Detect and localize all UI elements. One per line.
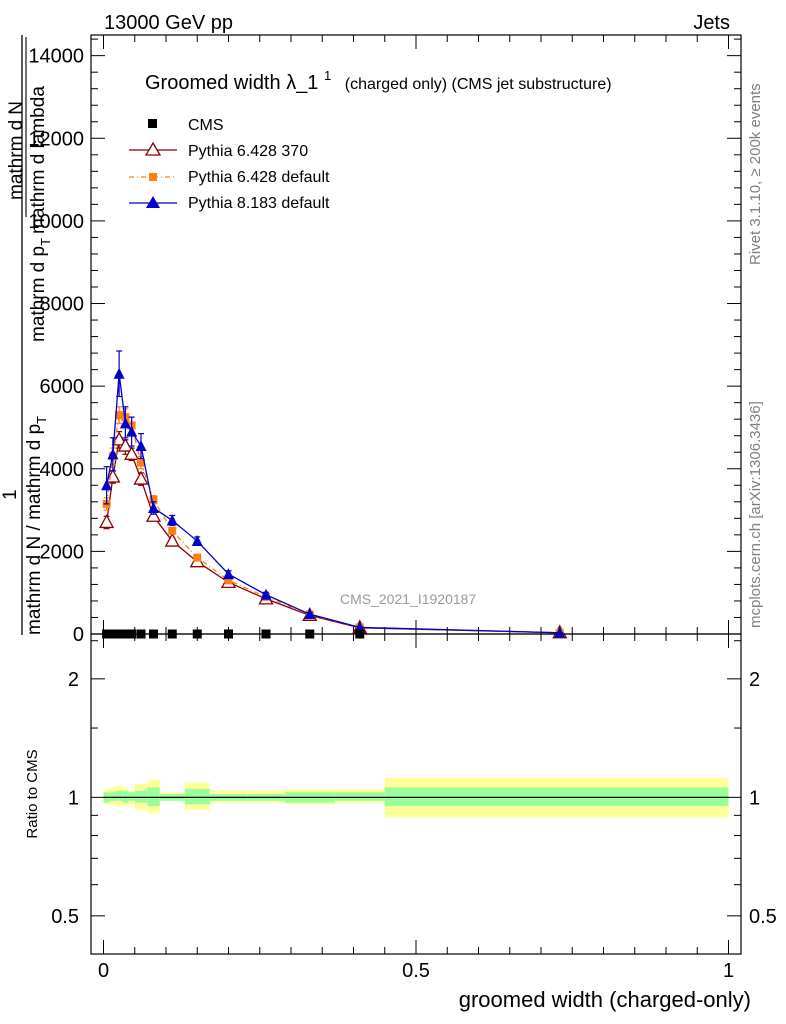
y-tick-label: 6000 xyxy=(40,376,85,398)
y-tick-label: 10000 xyxy=(28,211,84,233)
data-point xyxy=(111,431,127,446)
data-point xyxy=(117,437,133,452)
data-point xyxy=(164,532,180,547)
process-label: Jets xyxy=(693,12,730,34)
ratio-y-tick-label-right: 0.5 xyxy=(749,906,777,928)
y-label-inner-denominator: mathrm d pTmathrm d lambda xyxy=(28,86,53,342)
ratio-y-axis: 0.5 0.5 1 1 2 2 xyxy=(51,640,777,928)
data-point xyxy=(149,495,158,504)
data-point xyxy=(145,507,162,522)
ratio-y-label: Ratio to CMS xyxy=(24,749,41,838)
data-point xyxy=(193,553,202,562)
series-pythia8 xyxy=(101,350,566,638)
main-panel: 0 2000 4000 6000 8000 10000 12000 14000 Groomed… xyxy=(0,34,742,646)
data-point xyxy=(223,568,234,580)
data-point xyxy=(260,588,272,600)
legend-entry-pythia8: Pythia 8.183 default xyxy=(129,195,330,212)
ratio-band-inner xyxy=(122,790,129,803)
data-point xyxy=(191,535,203,547)
y-tick-label: 2000 xyxy=(40,541,85,563)
ratio-band-inner xyxy=(134,790,148,803)
y-tick-label: 14000 xyxy=(28,46,84,68)
analysis-watermark: CMS_2021_I1920187 xyxy=(340,591,476,607)
title-symbol: λ_1 xyxy=(286,72,318,94)
plot-title: Groomed width λ_1 1 (charged only) (CMS … xyxy=(145,63,612,94)
data-point xyxy=(124,445,140,460)
data-point xyxy=(148,502,159,514)
legend-marker-pythia8 xyxy=(146,196,160,208)
legend-label-pythia6-default: Pythia 6.428 default xyxy=(188,169,330,186)
data-point xyxy=(107,448,119,460)
x-tick-label: 0 xyxy=(98,960,109,982)
y-tick-label: 0 xyxy=(73,624,84,646)
mcplots-label: mcplots.cern.ch [arXiv:1306.3436] xyxy=(747,401,764,628)
data-point xyxy=(137,458,145,467)
data-point xyxy=(115,411,124,420)
data-point xyxy=(113,367,125,379)
ratio-y-tick-label: 0.5 xyxy=(51,906,79,928)
ratio-band-inner xyxy=(116,790,123,801)
legend-label-pythia8: Pythia 8.183 default xyxy=(188,195,330,212)
data-point xyxy=(304,608,316,620)
x-tick-label: 1 xyxy=(723,960,734,982)
rivet-label: Rivet 3.1.10, ≥ 200k events xyxy=(747,83,764,265)
legend-entry-pythia6-default: Pythia 6.428 default xyxy=(129,169,330,186)
legend-entry-cms: CMS xyxy=(148,117,224,134)
legend-marker-pythia6-370 xyxy=(144,141,162,156)
ratio-y-tick-label: 2 xyxy=(68,669,79,691)
series-layer xyxy=(99,350,568,639)
ratio-band-inner xyxy=(184,789,210,805)
ratio-y-tick-label-right: 2 xyxy=(749,669,760,691)
data-point xyxy=(224,576,233,585)
ratio-x-axis: 0 0.5 1 xyxy=(98,634,734,982)
y-label-denominator: mathrm d N / mathrm d pT xyxy=(24,416,49,635)
legend-entry-pythia6-370: Pythia 6.428 370 xyxy=(129,141,308,160)
y-tick-label: 4000 xyxy=(40,459,85,481)
legend-label-pythia6-370: Pythia 6.428 370 xyxy=(188,143,308,160)
data-point xyxy=(101,479,113,491)
y-label-numerator: 1 xyxy=(0,489,21,500)
ratio-y-tick-label: 1 xyxy=(68,787,79,809)
x-axis-label: groomed width (charged-only) xyxy=(459,987,751,1012)
legend-marker-cms xyxy=(148,119,157,128)
legend-marker-pythia6-default xyxy=(149,173,157,181)
data-point xyxy=(119,417,131,429)
title-subtitle: (charged only) (CMS jet substructure) xyxy=(345,76,612,93)
data-point xyxy=(133,470,149,485)
series-line-pythia8 xyxy=(105,373,560,634)
energy-label: 13000 GeV pp xyxy=(104,12,233,34)
x-tick-label: 0.5 xyxy=(402,960,430,982)
title-main: Groomed width xyxy=(145,72,281,94)
legend: CMS Pythia 6.428 370 Pythia 6.428 defaul… xyxy=(129,117,330,212)
y-tick-label: 12000 xyxy=(28,128,84,150)
ratio-band-inner xyxy=(334,792,385,801)
data-point xyxy=(135,440,147,452)
ratio-panel: 0.5 0.51 12 2 0 0.5 1 Ratio to CMS groomed wi… xyxy=(24,633,777,1012)
ratio-band-inner xyxy=(109,792,116,801)
y-label-inner-numerator: mathrm dN xyxy=(6,101,27,200)
legend-label-cms: CMS xyxy=(188,117,224,134)
ratio-band-inner xyxy=(128,792,135,801)
data-point xyxy=(126,425,138,437)
data-point xyxy=(168,526,177,535)
main-y-axis: 0 2000 4000 6000 8000 10000 12000 14000 xyxy=(28,38,741,646)
main-y-axis-label: mathrm d N / mathrm d pT 1 mathrm dN mat… xyxy=(0,35,53,635)
series-line-pythia6-370 xyxy=(105,438,560,634)
y-tick-label: 8000 xyxy=(40,294,85,316)
ratio-y-tick-label-right: 1 xyxy=(749,787,760,809)
data-point xyxy=(99,514,115,529)
title-superscript: 1 xyxy=(324,68,331,83)
data-point xyxy=(554,626,566,638)
data-point xyxy=(166,514,178,526)
